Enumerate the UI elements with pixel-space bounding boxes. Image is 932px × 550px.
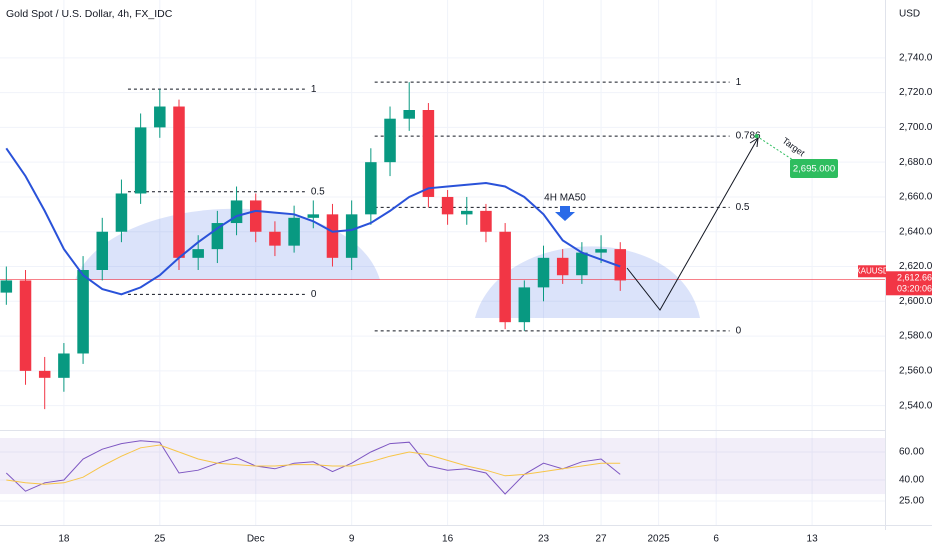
currency: USD xyxy=(899,9,920,20)
y-tick-label: 2,640.000 xyxy=(899,226,932,237)
projection-arrowhead xyxy=(749,137,759,148)
x-tick-label: 18 xyxy=(58,534,70,545)
candle-body xyxy=(441,196,454,215)
candle-body xyxy=(556,257,569,276)
candle-body xyxy=(480,210,492,232)
x-tick-label: 23 xyxy=(538,534,550,545)
candle-body xyxy=(326,214,339,258)
target-line xyxy=(756,135,794,161)
target-box xyxy=(790,159,838,178)
fib-label: 0.5 xyxy=(311,186,325,197)
fib-label: 1 xyxy=(736,77,742,88)
pattern-arc xyxy=(475,246,700,318)
candle-body xyxy=(518,287,531,323)
candle-body xyxy=(384,118,396,163)
candle-body xyxy=(537,257,550,288)
y-tick-label: 2,560.000 xyxy=(899,366,932,377)
price-tag xyxy=(886,271,932,296)
candle-body xyxy=(403,110,415,119)
y-tick-label: 2,740.000 xyxy=(899,52,932,63)
candle-body xyxy=(115,193,128,232)
x-tick-label: 27 xyxy=(596,534,608,545)
ma-annotation: 4H MA50 xyxy=(544,193,586,204)
fib-label: 0 xyxy=(736,326,742,337)
candle-body xyxy=(499,231,511,323)
x-tick-label: 2025 xyxy=(647,534,670,545)
series-line xyxy=(5,147,621,296)
target-label: 2,695.000 xyxy=(793,164,835,175)
plot-area xyxy=(0,81,885,495)
y-tick-label: 2,620.000 xyxy=(899,261,932,272)
pattern-shapes xyxy=(75,208,700,318)
candle-body xyxy=(307,214,320,218)
price-label: 2,612.660 xyxy=(897,273,932,283)
x-tick-label: 25 xyxy=(154,534,166,545)
candle-body xyxy=(134,127,147,194)
x-tick-label: Dec xyxy=(247,534,265,545)
series-line xyxy=(5,440,621,495)
candle-body xyxy=(576,252,588,276)
candle-body xyxy=(77,270,89,354)
y-tick-label: 60.00 xyxy=(899,447,924,458)
y-tick-label: 2,540.000 xyxy=(899,400,932,411)
candle-body xyxy=(614,249,627,281)
candle-body xyxy=(288,217,300,246)
fib-label: 0.5 xyxy=(736,202,750,213)
candle-body xyxy=(230,200,243,224)
projection xyxy=(555,137,759,311)
candle-body xyxy=(58,353,70,378)
x-tick-label: 9 xyxy=(349,534,355,545)
y-tick-label: 2,720.000 xyxy=(899,87,932,98)
fib-label: 0.786 xyxy=(736,131,761,142)
candle-body xyxy=(461,210,473,215)
symbol-label: XAUUSD xyxy=(855,266,889,275)
y-tick-label: 2,600.000 xyxy=(899,296,932,307)
candle-body xyxy=(211,223,224,250)
projection-path xyxy=(626,137,759,311)
y-tick-label: 40.00 xyxy=(899,475,924,486)
y-tick-label: 25.00 xyxy=(899,496,924,507)
y-tick-label: 2,580.000 xyxy=(899,331,932,342)
fib-label: 1 xyxy=(311,84,317,95)
candle-body xyxy=(269,231,281,246)
fib-label: 0 xyxy=(311,289,317,300)
x-tick-label: 13 xyxy=(807,534,819,545)
candle-body xyxy=(422,110,435,197)
candle-body xyxy=(595,249,607,253)
y-tick-label: 2,700.000 xyxy=(899,122,932,133)
symbol-tag xyxy=(858,265,886,278)
countdown: 03:20:06 xyxy=(897,284,932,294)
chart-title: Gold Spot / U.S. Dollar, 4h, FX_IDC xyxy=(6,8,173,20)
candle-body xyxy=(19,280,32,371)
candle-body xyxy=(365,162,377,215)
pattern-arc xyxy=(75,208,380,280)
x-tick-label: 16 xyxy=(442,534,454,545)
candle-body xyxy=(96,231,109,270)
candle-body xyxy=(345,214,358,258)
rsi-band xyxy=(0,437,885,495)
y-tick-label: 2,660.000 xyxy=(899,192,932,203)
candle-body xyxy=(154,106,166,128)
candle-body xyxy=(173,106,185,258)
x-tick-label: 6 xyxy=(713,534,719,545)
y-tick-label: 2,680.000 xyxy=(899,157,932,168)
candle-body xyxy=(0,280,13,293)
candle-body xyxy=(38,370,51,378)
grid xyxy=(0,0,885,525)
ma-arrow xyxy=(555,206,575,221)
candle-body xyxy=(249,200,262,232)
candle-body xyxy=(192,249,204,258)
series-line xyxy=(6,444,621,485)
